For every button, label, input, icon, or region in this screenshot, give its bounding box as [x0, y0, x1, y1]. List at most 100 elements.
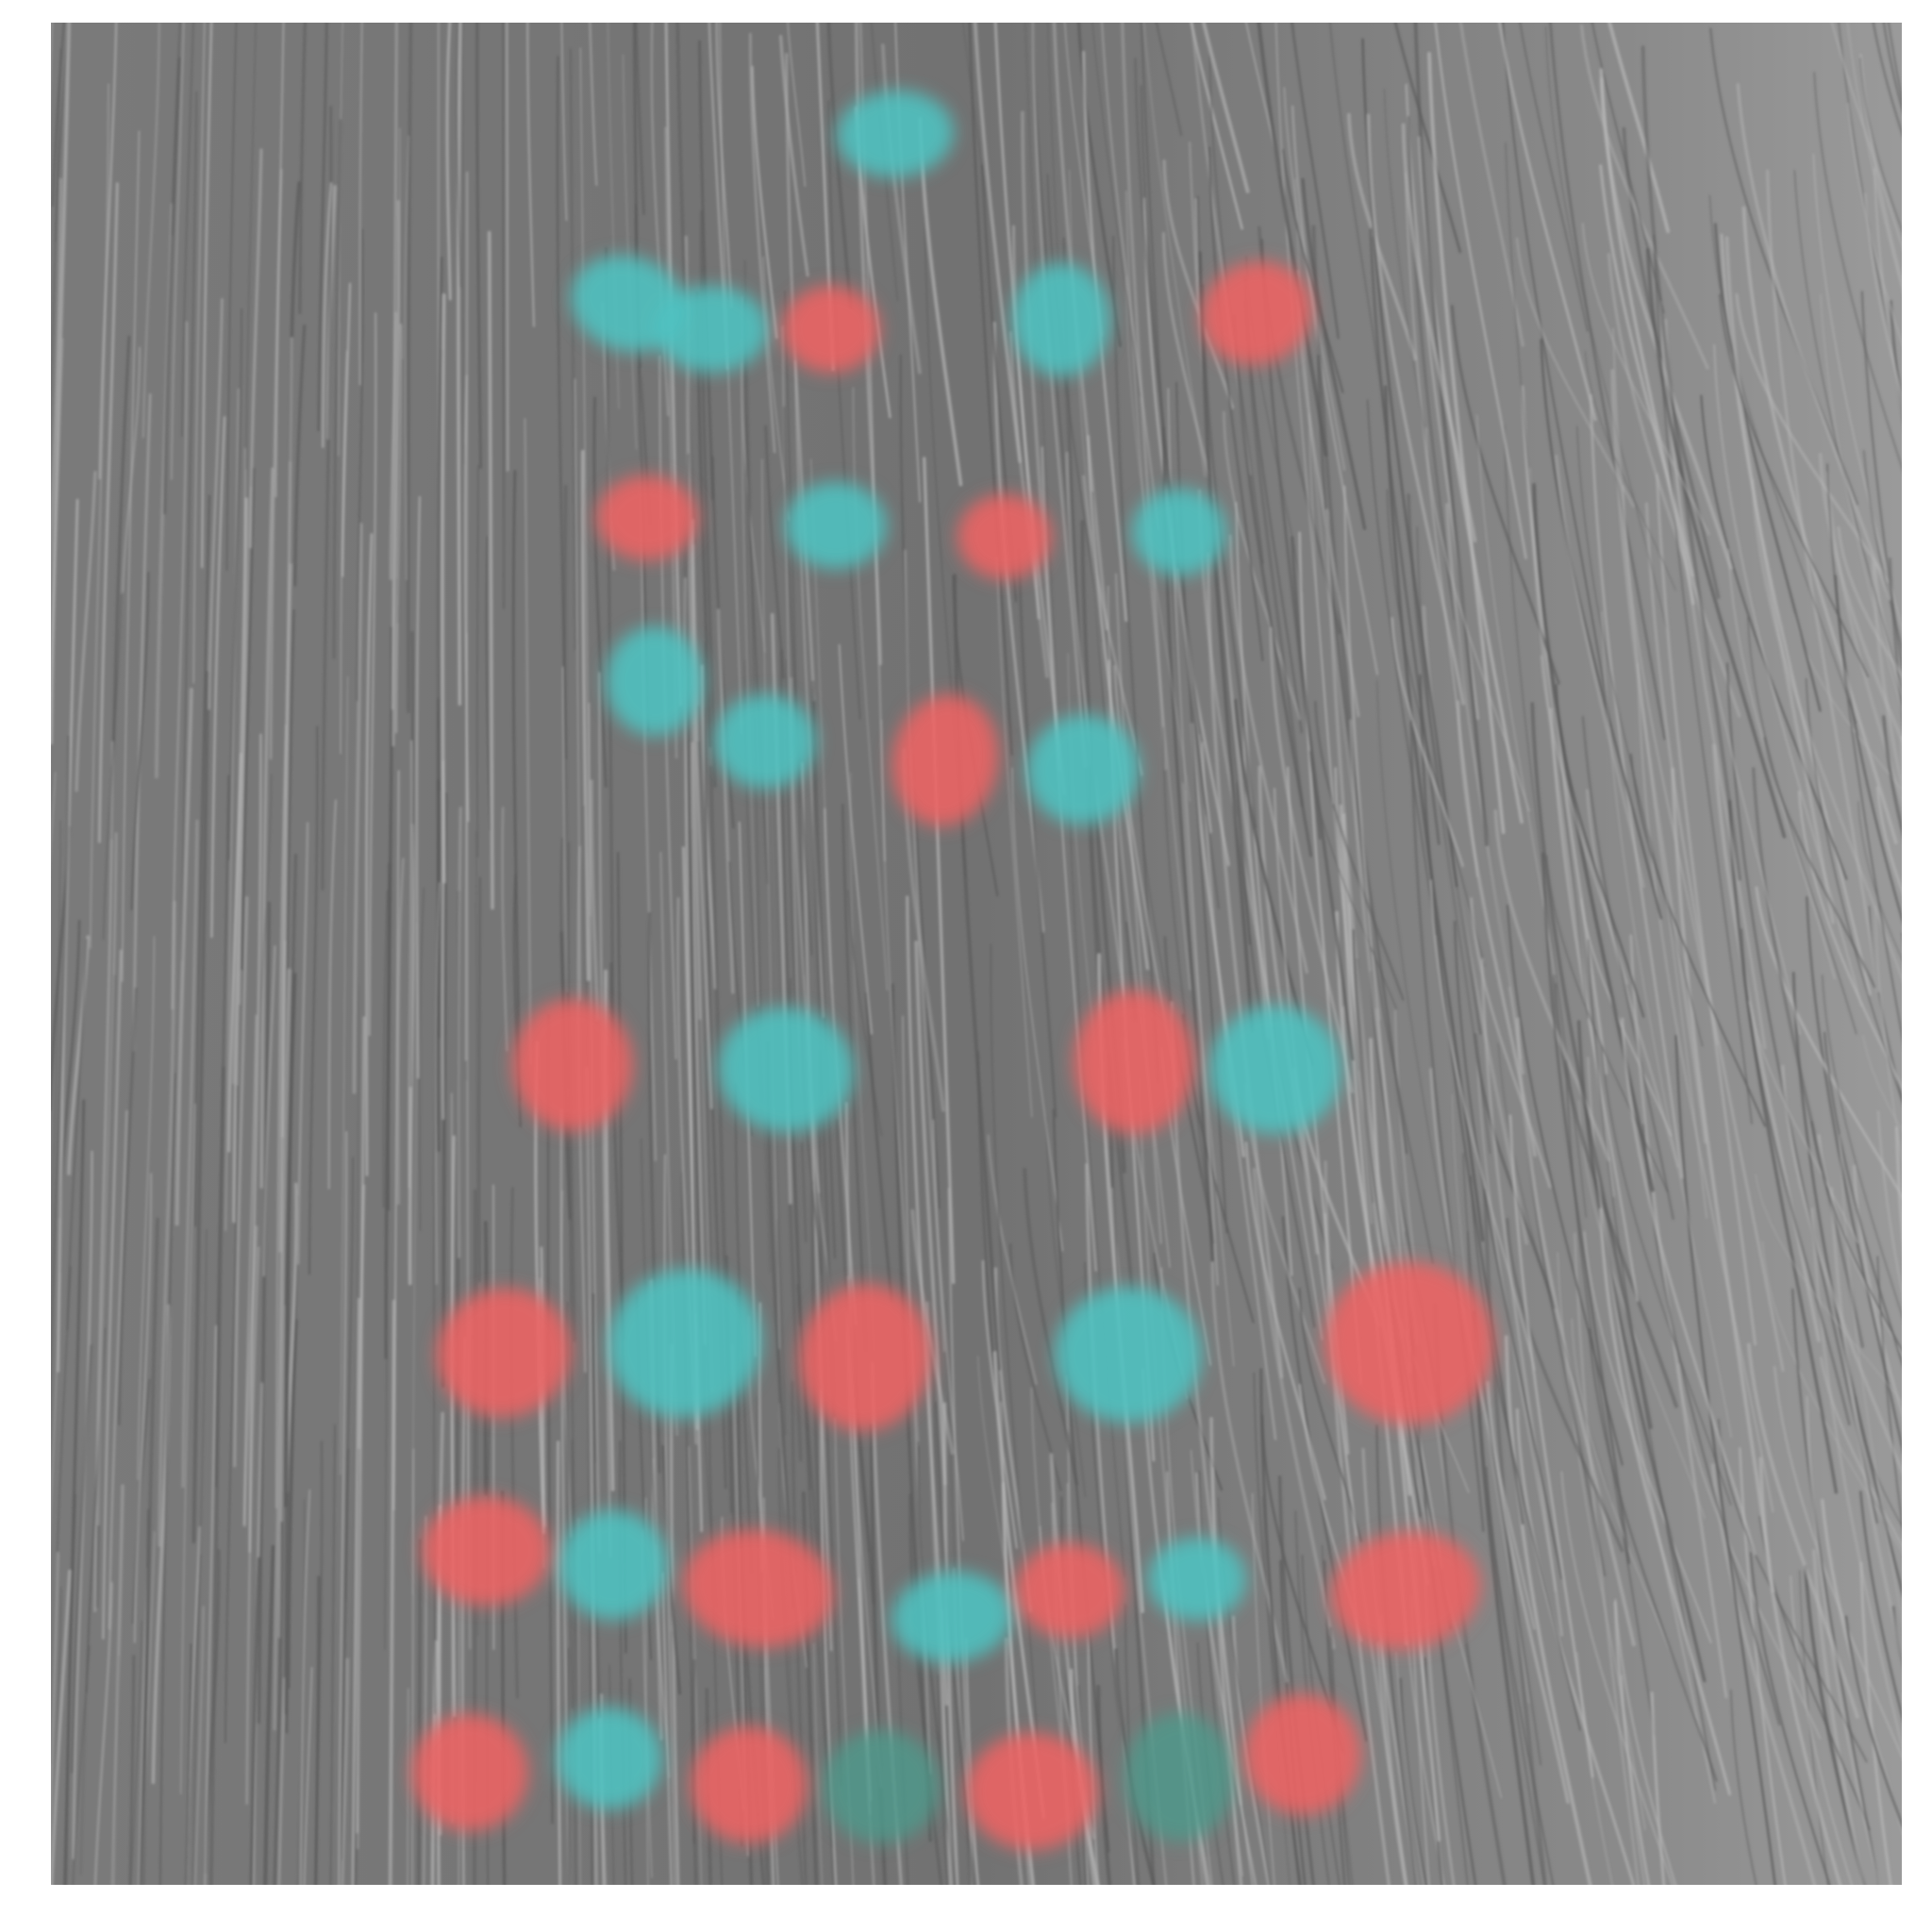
streak-line [932, 1119, 964, 1541]
streak-line [262, 945, 276, 1277]
streak-line [192, 23, 206, 684]
streak-line [585, 1066, 598, 1885]
streak-line [66, 939, 88, 1331]
streak-line [259, 774, 273, 1034]
streak-line [870, 1361, 904, 1885]
streak-line [1852, 1165, 1902, 1419]
streak-line [664, 23, 682, 707]
streak-line [810, 1179, 837, 1885]
streak-line [1812, 153, 1902, 629]
streak-line [1413, 23, 1489, 847]
dark-teal-blob [823, 1730, 940, 1843]
streak-line [1366, 113, 1465, 706]
streak-line [896, 1594, 909, 1885]
streak-line [502, 23, 506, 609]
streak-line [1645, 502, 1785, 1373]
streak-line [1607, 253, 1741, 718]
streak-line [1395, 1651, 1424, 1885]
streak-line [352, 523, 363, 1094]
teal-blob [714, 694, 816, 789]
streak-line [350, 1297, 360, 1885]
streak-line [791, 1380, 808, 1885]
streak-line [1859, 1561, 1892, 1885]
red-blob [958, 494, 1052, 579]
streak-line [51, 735, 70, 1417]
streak-line [864, 991, 893, 1302]
streak-line [632, 23, 650, 731]
streak-line [51, 1552, 59, 1855]
streak-line [1298, 1287, 1363, 1543]
streak-line [1805, 677, 1902, 1103]
streak-line [63, 1493, 76, 1885]
red-blob [798, 1284, 932, 1431]
streak-line [634, 23, 645, 215]
streak-line [1519, 23, 1589, 332]
streak-line [204, 1324, 217, 1885]
red-blob [966, 1733, 1098, 1850]
streak-line [450, 1135, 457, 1718]
streak-line [1066, 740, 1125, 1578]
streak-line [569, 48, 577, 651]
streak-line [1714, 223, 1822, 712]
streak-line [1196, 1641, 1224, 1885]
streak-line [1082, 475, 1143, 776]
streak-line [181, 819, 199, 1489]
streak-line [350, 984, 359, 1843]
streak-line [556, 1441, 562, 1885]
streak-line [477, 876, 482, 1283]
streak-line [317, 23, 328, 432]
streak-line [368, 312, 377, 1037]
streak-line [1565, 1059, 1656, 1736]
streak-line [1091, 23, 1141, 397]
streak-line [1480, 958, 1564, 1637]
streak-line [245, 23, 257, 470]
streak-line [1503, 425, 1588, 1218]
streak-line [181, 91, 198, 961]
streak-line [1244, 1141, 1326, 1501]
streak-line [1461, 1152, 1542, 1766]
streak-line [749, 32, 776, 454]
streak-line [1762, 736, 1876, 989]
streak-line [852, 387, 889, 991]
streak-line [1882, 23, 1902, 112]
streak-line [141, 1217, 159, 1885]
streak-line [1882, 715, 1902, 837]
streamline-texture-image [51, 23, 1902, 1885]
streak-line [1790, 1574, 1854, 1885]
streak-line [675, 23, 696, 545]
streak-line [1308, 413, 1373, 1224]
streak-line [1650, 1691, 1666, 1885]
streak-line [1201, 23, 1250, 193]
teal-blob [1148, 1538, 1246, 1621]
streak-line [761, 458, 780, 1350]
streak-line [1515, 237, 1635, 508]
streak-line [1361, 1448, 1419, 1885]
streak-line [669, 1343, 680, 1885]
streak-line [1407, 492, 1483, 1035]
streak-line [559, 1109, 571, 1885]
streak-line [1718, 293, 1869, 678]
streak-line [1294, 1510, 1330, 1885]
streak-line [741, 296, 759, 1007]
streak-line [1313, 700, 1405, 1001]
streak-line [965, 1637, 979, 1885]
streak-line [419, 888, 425, 1232]
red-blob [1015, 1543, 1124, 1638]
streak-line [98, 23, 118, 480]
streak-line [1369, 1038, 1441, 1842]
streak-line [85, 1327, 107, 1693]
streak-line [1599, 164, 1694, 577]
streak-line [1599, 68, 1695, 606]
streak-line [680, 1172, 695, 1845]
streak-line [1798, 1570, 1829, 1885]
streak-line [1208, 146, 1264, 661]
streak-line [407, 23, 413, 714]
streak-line [604, 246, 615, 1064]
streak-line [1751, 478, 1902, 982]
streak-line [1588, 1327, 1718, 1782]
streak-line [894, 23, 921, 503]
streak-line [193, 1606, 205, 1885]
streak-line [973, 23, 1023, 463]
streak-line [1493, 809, 1611, 1162]
streak-line [762, 256, 790, 521]
